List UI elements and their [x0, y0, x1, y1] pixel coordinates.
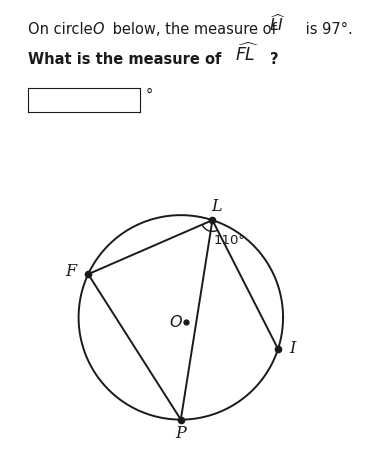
Text: 110°: 110°	[214, 234, 246, 247]
Text: ?: ?	[270, 52, 278, 67]
Text: $\it{O}$: $\it{O}$	[169, 314, 183, 331]
Text: I: I	[289, 340, 296, 357]
Text: P: P	[175, 425, 186, 442]
Text: On circle: On circle	[28, 22, 98, 37]
Text: below, the measure of: below, the measure of	[108, 22, 281, 37]
Text: $\widehat{FL}$: $\widehat{FL}$	[235, 43, 259, 65]
Text: What is the measure of: What is the measure of	[28, 52, 227, 67]
Text: L: L	[211, 198, 222, 215]
Text: F: F	[65, 262, 76, 279]
Text: °: °	[146, 88, 153, 103]
Text: $\widehat{LI}$: $\widehat{LI}$	[269, 14, 286, 35]
Text: $\it{O}$: $\it{O}$	[92, 21, 105, 37]
Text: is 97°.: is 97°.	[301, 22, 352, 37]
